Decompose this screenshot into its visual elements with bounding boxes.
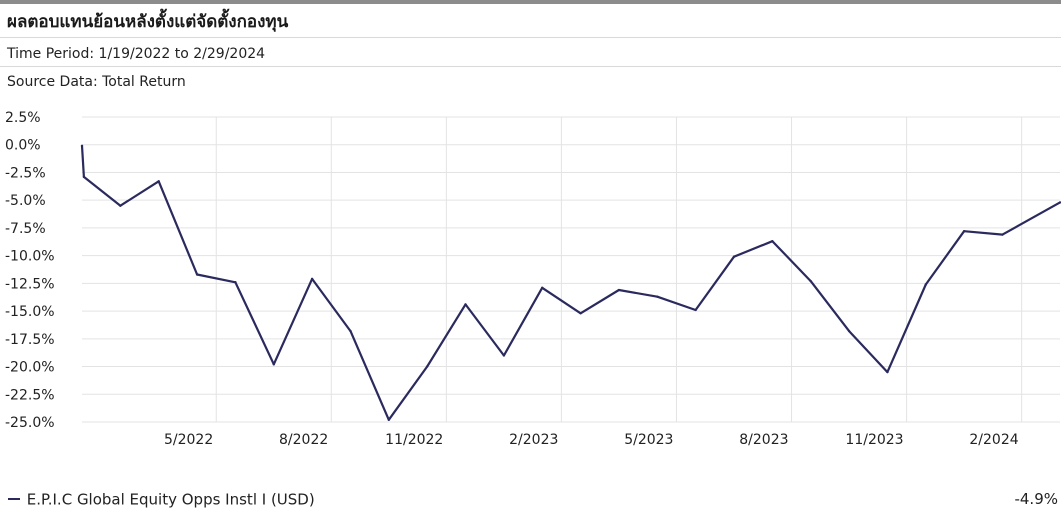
data-point xyxy=(732,255,736,258)
data-point xyxy=(119,204,122,207)
data-point xyxy=(82,175,86,179)
y-tick-label: -17.5% xyxy=(5,332,55,348)
top-border xyxy=(0,0,1061,4)
chart-legend: E.P.I.C Global Equity Opps Instl I (USD)… xyxy=(8,490,1058,514)
data-point xyxy=(234,281,237,284)
data-point xyxy=(80,144,84,148)
line-chart: 2.5% 0.0% -2.5% -5.0% -7.5% -10.0% -12.5% -15.0… xyxy=(5,110,1061,448)
y-tick-label: -15.0% xyxy=(5,304,55,320)
y-tick-label: -22.5% xyxy=(5,387,55,403)
x-tick-label: 11/2023 xyxy=(845,432,903,448)
x-tick-label: 11/2022 xyxy=(385,432,443,448)
data-point xyxy=(195,273,199,276)
time-period-label: Time Period: 1/19/2022 to 2/29/2024 xyxy=(7,46,266,62)
source-data-label: Source Data: Total Return xyxy=(7,74,186,90)
data-point xyxy=(541,286,544,289)
divider xyxy=(0,66,1061,67)
data-point xyxy=(1058,201,1061,204)
x-tick-label: 5/2022 xyxy=(164,432,213,448)
data-point xyxy=(809,279,812,283)
x-tick-label: 5/2023 xyxy=(624,432,673,448)
data-point xyxy=(310,277,314,281)
data-point xyxy=(502,354,506,357)
data-point xyxy=(1001,233,1004,236)
y-tick-label: -20.0% xyxy=(5,360,55,376)
legend-series-value: -4.9% xyxy=(1014,490,1058,508)
x-tick-label: 8/2022 xyxy=(279,432,328,448)
series-line xyxy=(80,145,1061,421)
y-tick-label: 0.0% xyxy=(5,138,41,154)
data-point xyxy=(464,303,467,306)
page-title: ผลตอบแทนย้อนหลังตั้งแต่จัดตั้งกองทุน xyxy=(7,12,289,32)
x-tick-label: 2/2023 xyxy=(509,432,558,448)
data-point xyxy=(847,329,851,333)
y-tick-label: -2.5% xyxy=(5,165,46,181)
legend-series-name: E.P.I.C Global Equity Opps Instl I (USD) xyxy=(26,490,315,509)
y-tick-label: -10.0% xyxy=(5,249,55,265)
data-point xyxy=(924,283,927,286)
legend-swatch xyxy=(8,497,20,500)
x-tick-label: 8/2023 xyxy=(739,432,788,448)
data-point xyxy=(387,418,391,421)
data-point xyxy=(771,240,774,243)
data-point xyxy=(579,312,582,315)
divider xyxy=(0,37,1061,38)
y-tick-label: 2.5% xyxy=(5,110,41,126)
data-point xyxy=(694,308,697,312)
data-point xyxy=(617,288,621,292)
y-tick-label: -5.0% xyxy=(5,193,46,209)
y-tick-label: -25.0% xyxy=(5,415,55,431)
y-tick-label: -7.5% xyxy=(5,221,46,237)
data-point xyxy=(656,295,659,298)
y-tick-label: -12.5% xyxy=(5,276,55,292)
data-point xyxy=(886,370,889,374)
data-point xyxy=(962,230,966,233)
data-point xyxy=(157,180,160,183)
data-point xyxy=(272,363,275,366)
data-point xyxy=(349,329,352,333)
x-tick-label: 2/2024 xyxy=(969,432,1018,448)
data-point xyxy=(425,365,429,368)
